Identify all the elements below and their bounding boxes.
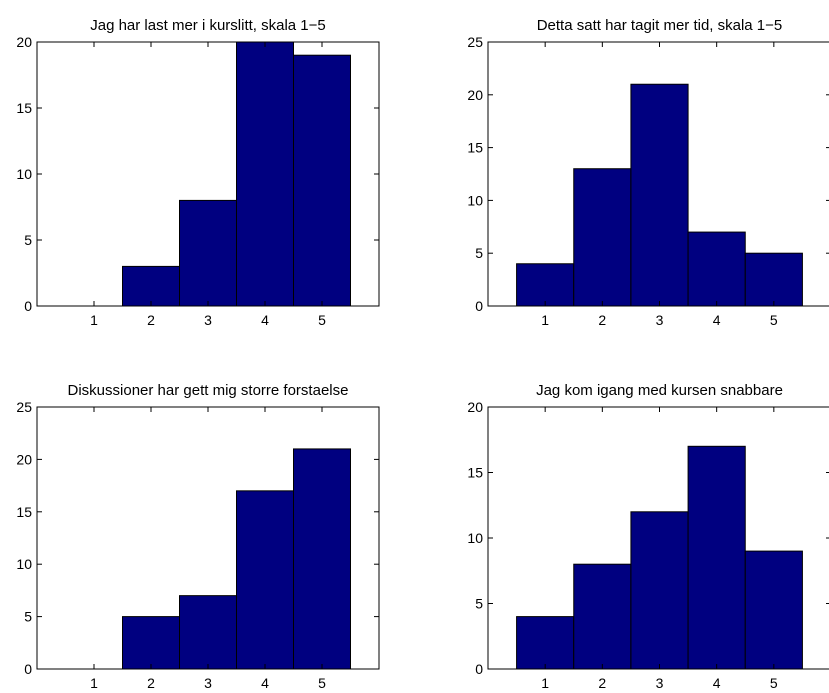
bar-5 xyxy=(744,550,803,670)
x-tick-label: 4 xyxy=(261,675,269,691)
x-tick-label: 5 xyxy=(770,312,778,328)
y-tick-label: 20 xyxy=(16,451,32,467)
x-tick-label: 5 xyxy=(770,675,778,691)
x-tick-label: 4 xyxy=(261,312,269,328)
y-tick-label: 10 xyxy=(16,166,32,182)
bar-3 xyxy=(179,595,237,670)
chart-title: Detta satt har tagit mer tid, skala 1−5 xyxy=(537,17,783,34)
y-tick-label: 15 xyxy=(16,100,32,116)
y-tick-label: 5 xyxy=(24,609,32,625)
subplot-bottom-left: Diskussioner har gett mig storre forstae… xyxy=(16,382,380,691)
bar-4 xyxy=(236,41,294,307)
bar-2 xyxy=(122,616,180,670)
x-tick-label: 1 xyxy=(541,675,549,691)
y-tick-label: 5 xyxy=(24,232,32,248)
x-tick-label: 3 xyxy=(204,675,212,691)
bar-2 xyxy=(573,563,632,670)
bar-4 xyxy=(236,490,294,670)
x-tick-label: 3 xyxy=(656,312,664,328)
subplot-bottom-right: Jag kom igang med kursen snabbare 1 2 3 4 5 0… xyxy=(467,382,829,691)
x-tick-label: 5 xyxy=(318,312,326,328)
x-tick-label: 2 xyxy=(598,312,606,328)
y-tick-label: 15 xyxy=(467,465,483,481)
x-tick-label: 1 xyxy=(541,312,549,328)
x-tick-label: 2 xyxy=(147,312,155,328)
bar-5 xyxy=(293,448,351,670)
subplot-top-right: Detta satt har tagit mer tid, skala 1−5 … xyxy=(467,17,829,328)
x-tick-label: 1 xyxy=(90,675,98,691)
x-tick-label: 2 xyxy=(147,675,155,691)
y-tick-label: 10 xyxy=(16,556,32,572)
chart-title: Diskussioner har gett mig storre forstae… xyxy=(68,382,349,399)
y-tick-label: 5 xyxy=(475,245,483,261)
bar-3 xyxy=(630,511,689,670)
y-tick-label: 20 xyxy=(467,399,483,415)
bar-3 xyxy=(179,199,237,307)
y-tick-label: 0 xyxy=(24,661,32,677)
x-tick-label: 3 xyxy=(656,675,664,691)
y-tick-label: 20 xyxy=(467,87,483,103)
bar-5 xyxy=(293,54,351,307)
bar-4 xyxy=(687,231,746,307)
y-tick-label: 5 xyxy=(475,596,483,612)
y-tick-label: 0 xyxy=(24,298,32,314)
y-tick-label: 0 xyxy=(475,661,483,677)
chart-title: Jag har last mer i kurslitt, skala 1−5 xyxy=(90,17,326,34)
bar-1 xyxy=(516,616,575,670)
y-tick-label: 20 xyxy=(16,34,32,50)
y-tick-label: 15 xyxy=(467,140,483,156)
bar-5 xyxy=(744,252,803,307)
bar-4 xyxy=(687,445,746,670)
chart-title: Jag kom igang med kursen snabbare xyxy=(536,382,783,399)
y-tick-label: 10 xyxy=(467,530,483,546)
subplot-top-left: Jag har last mer i kurslitt, skala 1−5 1… xyxy=(16,17,380,328)
x-tick-label: 4 xyxy=(713,675,721,691)
x-tick-label: 3 xyxy=(204,312,212,328)
x-tick-label: 5 xyxy=(318,675,326,691)
x-tick-label: 4 xyxy=(713,312,721,328)
bar-2 xyxy=(122,265,180,307)
y-tick-label: 0 xyxy=(475,298,483,314)
bar-2 xyxy=(573,168,632,307)
y-tick-label: 25 xyxy=(467,34,483,50)
x-tick-label: 1 xyxy=(90,312,98,328)
x-tick-label: 2 xyxy=(598,675,606,691)
bar-1 xyxy=(516,263,575,307)
y-tick-label: 10 xyxy=(467,192,483,208)
y-tick-label: 25 xyxy=(16,399,32,415)
bar-3 xyxy=(630,83,689,307)
y-tick-label: 15 xyxy=(16,504,32,520)
